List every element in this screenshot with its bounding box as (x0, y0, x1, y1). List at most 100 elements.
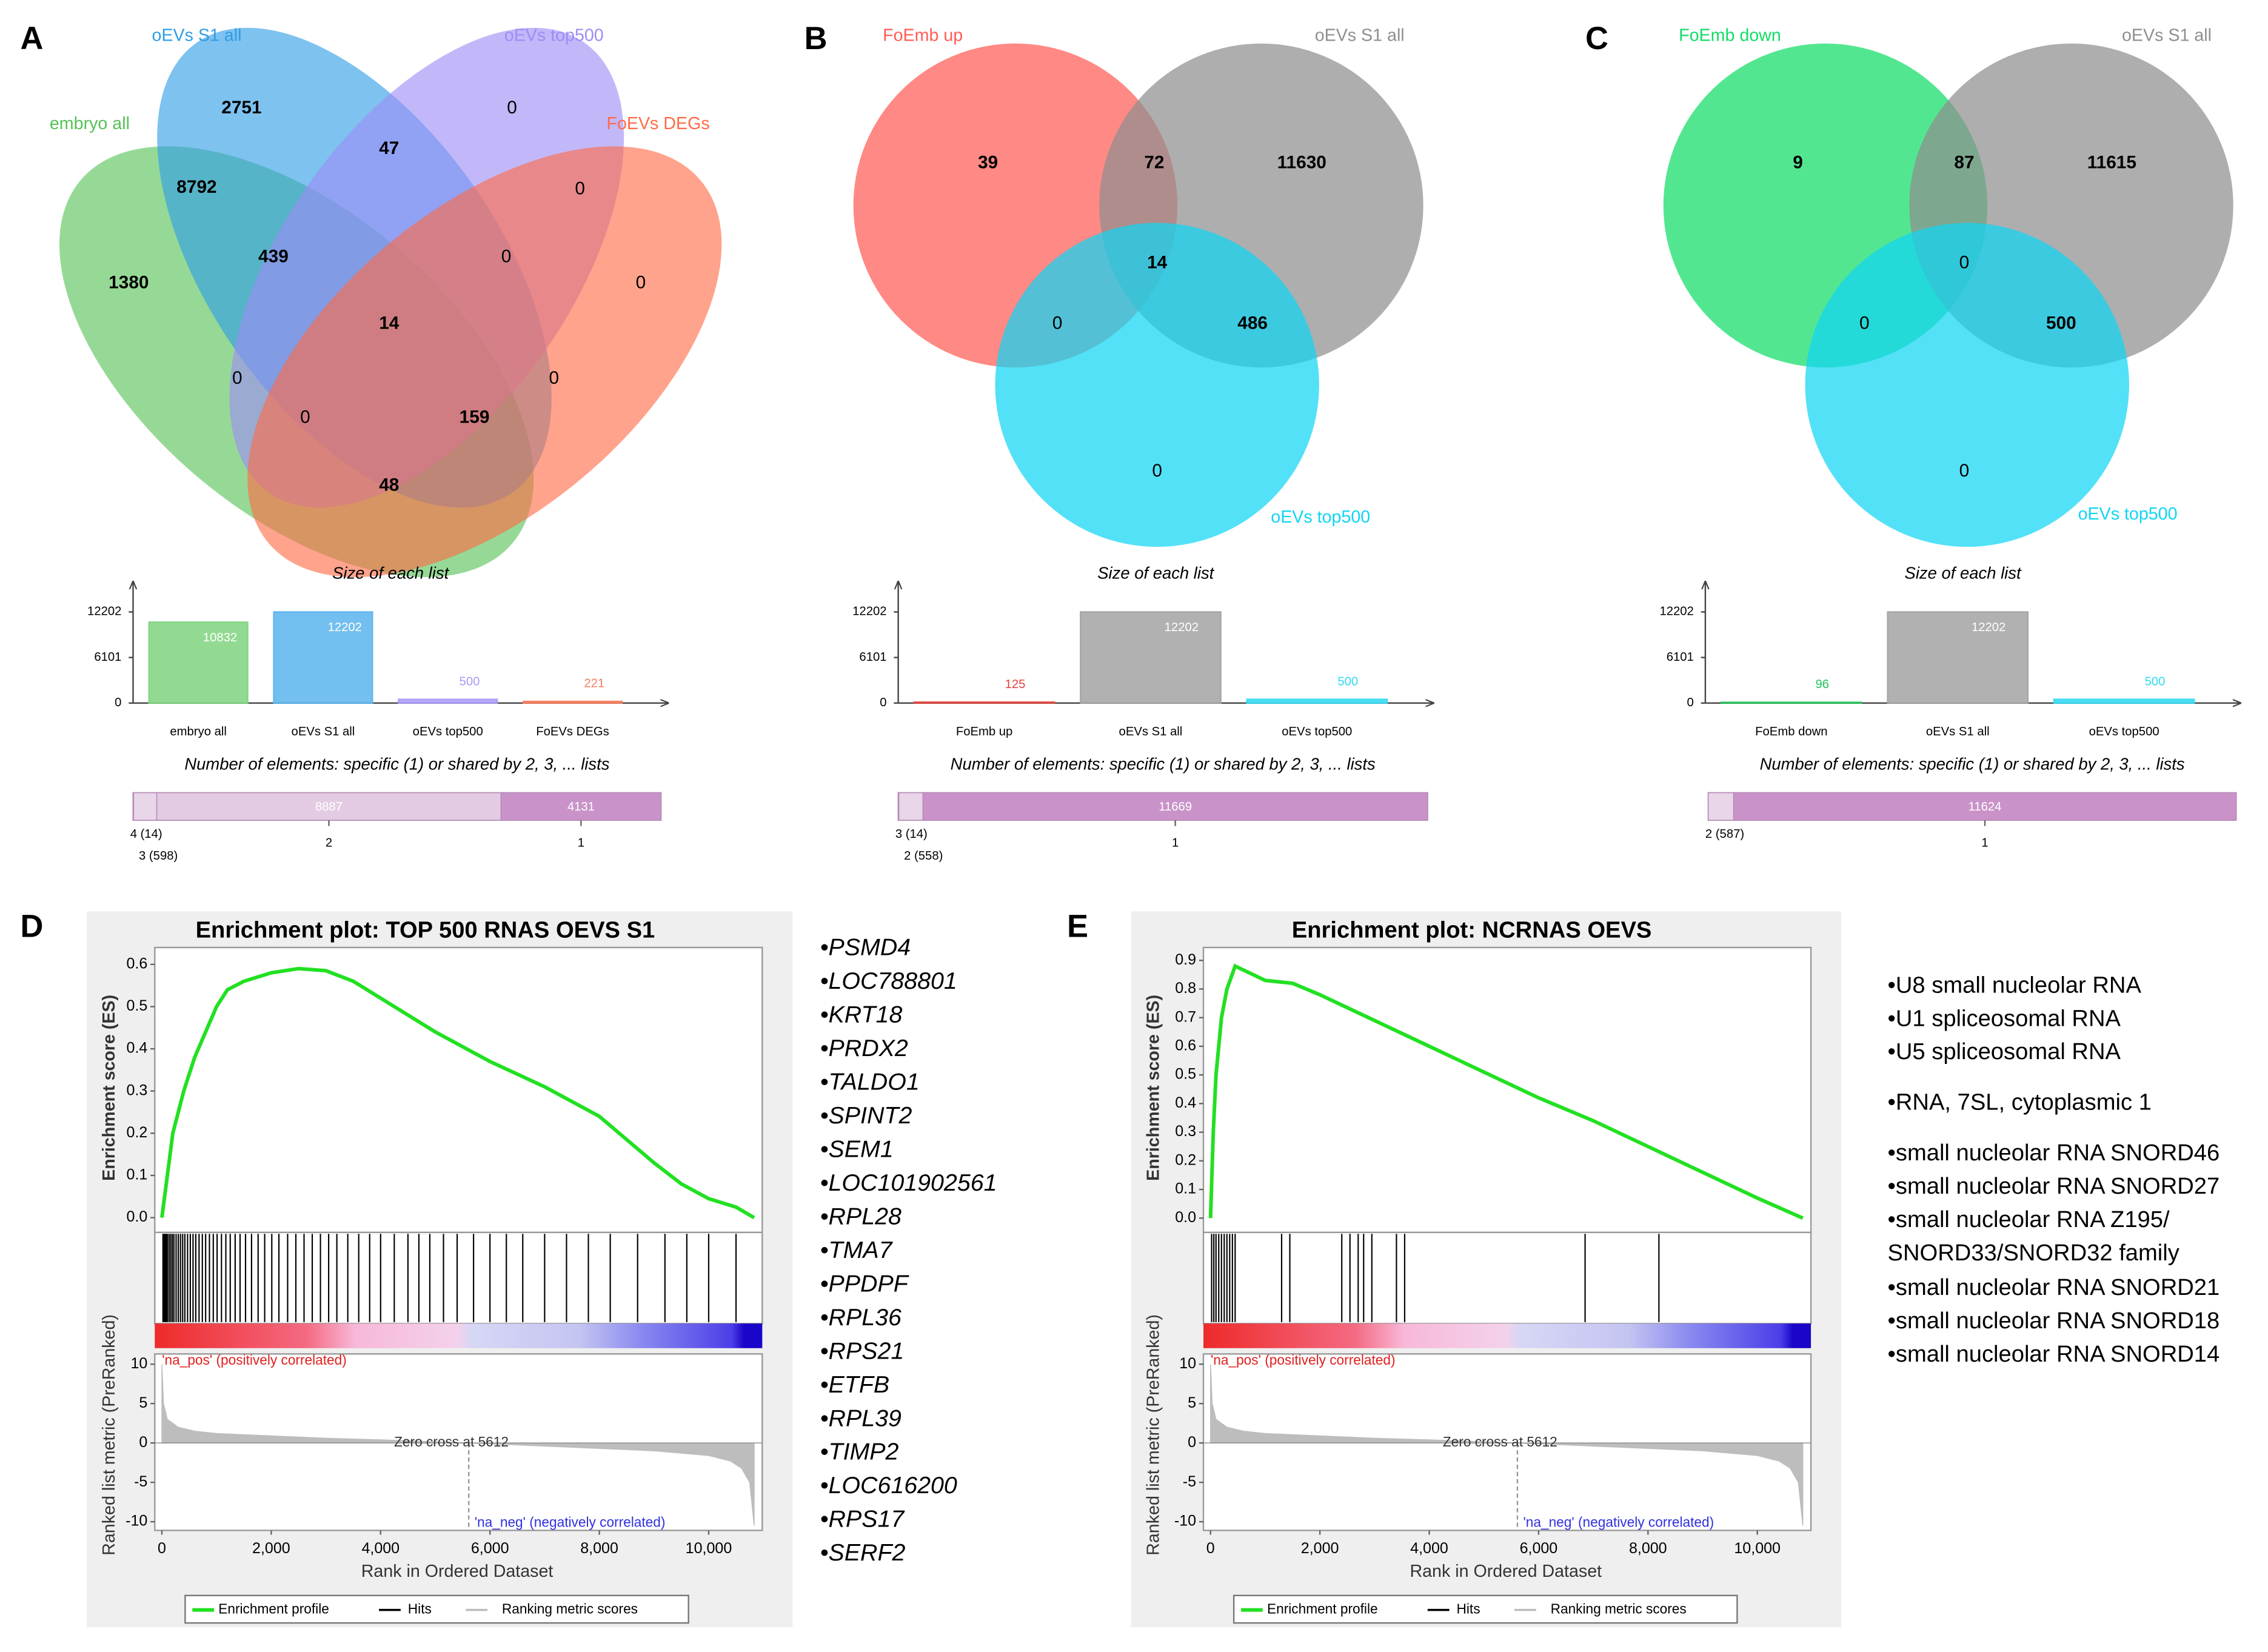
rna-item: •small nucleolar RNA SNORD46 (1888, 1140, 2220, 1166)
set-label: oEVs top500 (2078, 504, 2178, 524)
panel-label: D (21, 909, 44, 945)
y-tick-label: 6101 (1667, 650, 1694, 664)
bar (1246, 698, 1388, 704)
x-tick-label: 2,000 (252, 1540, 290, 1557)
gene-item: •TIMP2 (820, 1439, 899, 1465)
region-count: 0 (1959, 252, 1970, 272)
bar (913, 701, 1055, 704)
x-tick-label: oEVs top500 (413, 725, 483, 738)
plot-area (154, 946, 763, 1234)
neg-label: 'na_neg' (negatively correlated) (475, 1514, 666, 1530)
panel-label: A (21, 21, 44, 56)
rank-colorbar (1203, 1323, 1811, 1348)
y-tick-label: 0 (880, 696, 886, 709)
y2-tick-label: 10 (1179, 1355, 1196, 1372)
value-label: 12202 (328, 621, 362, 634)
y2-axis-label: Ranked list metric (PreRanked) (1143, 1314, 1163, 1556)
rna-item: •small nucleolar RNA Z195/ (1888, 1206, 2170, 1232)
region-count: 72 (1144, 153, 1164, 173)
legend-label: Hits (408, 1601, 432, 1617)
x-tick-label: 2,000 (1301, 1540, 1339, 1557)
y-tick-label: 0.0 (127, 1208, 148, 1225)
x-tick-label: oEVs top500 (2089, 725, 2159, 738)
y-tick-label: 0.2 (127, 1124, 148, 1141)
region-count: 8792 (176, 177, 216, 197)
legend-label: Enrichment profile (218, 1601, 329, 1617)
y2-tick-label: 5 (1188, 1394, 1196, 1411)
set-label: FoEmb up (883, 25, 963, 45)
value-label: 500 (2145, 675, 2166, 688)
y2-axis-label: Ranked list metric (PreRanked) (99, 1314, 119, 1556)
x-tick-label: oEVs S1 all (292, 725, 355, 738)
gene-item: •RPL39 (820, 1405, 902, 1431)
y-tick-label: 0.4 (127, 1040, 148, 1057)
chart-title: Size of each list (1905, 564, 2022, 583)
gene-item: •TMA7 (820, 1237, 894, 1263)
region-count: 486 (1237, 313, 1268, 333)
x-axis-label: Rank in Ordered Dataset (361, 1562, 554, 1581)
region-count: 0 (1859, 313, 1870, 333)
y2-tick-label: -10 (125, 1513, 147, 1530)
gene-item: •ETFB (820, 1371, 889, 1398)
gene-item: •LOC616200 (820, 1472, 957, 1499)
shared-segment (922, 792, 1428, 821)
region-count: 0 (1959, 461, 1970, 481)
chart-title: Size of each list (332, 564, 449, 583)
y-tick-label: 0.3 (127, 1082, 148, 1099)
value-label: 10832 (203, 631, 237, 644)
y-axis-label: Enrichment score (ES) (1143, 995, 1163, 1181)
rna-item: •small nucleolar RNA SNORD14 (1888, 1341, 2220, 1367)
region-count: 0 (549, 368, 559, 388)
gene-item: •SPINT2 (820, 1102, 912, 1129)
y-tick-label: 6101 (859, 650, 886, 664)
bar (148, 621, 249, 704)
zero-cross-label: Zero cross at 5612 (1443, 1434, 1557, 1450)
region-count: 11615 (2087, 153, 2136, 173)
panel-label: B (805, 21, 828, 56)
gene-item: •PRDX2 (820, 1035, 908, 1062)
value-label: 500 (1337, 675, 1358, 688)
set-label: FoEmb down (1679, 25, 1781, 45)
region-count: 47 (379, 138, 399, 158)
enrichment-line (1208, 963, 1804, 1220)
value-label: 500 (460, 675, 480, 688)
region-count: 39 (978, 153, 998, 173)
rna-item: •U8 small nucleolar RNA (1888, 972, 2142, 998)
set-label: FoEVs DEGs (606, 114, 709, 133)
value-label: 12202 (1972, 621, 2005, 634)
gene-item: •PSMD4 (820, 934, 911, 961)
segment-label: 1 (578, 836, 584, 849)
x-tick-label: 10,000 (1734, 1540, 1781, 1557)
segment-value: 8887 (315, 800, 343, 814)
plot-area (1202, 1231, 1812, 1325)
panel-label: C (1585, 21, 1608, 56)
pos-label: 'na_pos' (positively correlated) (1211, 1352, 1396, 1368)
set-shape (247, 146, 722, 577)
y2-tick-label: -5 (134, 1473, 147, 1490)
segment-value: 11669 (1159, 800, 1192, 814)
value-label: 96 (1816, 678, 1830, 691)
x-tick-label: 0 (158, 1540, 166, 1557)
set-shape (1805, 222, 2129, 547)
y-tick-label: 0.1 (1175, 1180, 1196, 1197)
rna-item: •small nucleolar RNA SNORD21 (1888, 1274, 2220, 1300)
y2-tick-label: -10 (1174, 1513, 1196, 1530)
bar (1080, 611, 1222, 704)
shared-segment (156, 792, 502, 821)
region-count: 14 (379, 313, 400, 333)
gene-item: •PPDPF (820, 1270, 909, 1297)
segment-label: 1 (1172, 836, 1179, 849)
region-count: 2751 (221, 98, 261, 118)
y-tick-label: 0.6 (1175, 1037, 1196, 1054)
rna-item: •small nucleolar RNA SNORD27 (1888, 1173, 2220, 1199)
bar (1887, 611, 2029, 704)
shared-title: Number of elements: specific (1) or shar… (1760, 755, 2185, 774)
value-label: 12202 (1165, 621, 1199, 634)
shared-title: Number of elements: specific (1) or shar… (184, 755, 609, 774)
region-count: 11630 (1277, 153, 1326, 173)
x-tick-label: 6,000 (1520, 1540, 1558, 1557)
shared-segment (898, 792, 924, 821)
legend (184, 1594, 689, 1624)
y-tick-label: 0 (1687, 696, 1694, 709)
